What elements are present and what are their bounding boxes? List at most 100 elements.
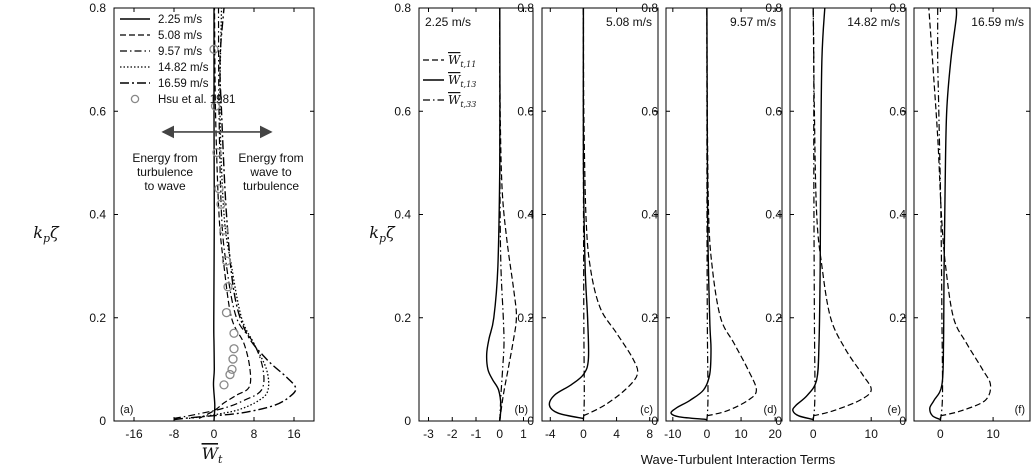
legend-label: 9.57 m/s <box>158 46 202 58</box>
y-tick-label: 0.2 <box>889 311 906 325</box>
data-point <box>212 147 222 158</box>
y-tick-label: 0 <box>899 414 906 428</box>
y-tick-label: 0.2 <box>517 311 534 325</box>
y-tick-label: 0.4 <box>394 208 411 222</box>
y-axis-label: kpζ <box>369 223 396 245</box>
plot-area <box>173 8 297 421</box>
y-tick-label: 0.4 <box>641 208 658 222</box>
x-tick-label: 8 <box>251 427 258 441</box>
x-tick-label: -8 <box>169 427 180 441</box>
data-point <box>219 380 229 390</box>
y-tick-label: 0.6 <box>89 104 106 118</box>
axes-box <box>418 7 534 422</box>
data-point <box>219 225 229 235</box>
data-point <box>229 328 239 338</box>
legend-label: 2.25 m/s <box>158 14 202 26</box>
series-line-1 <box>485 8 502 421</box>
legend-label: 14.82 m/s <box>158 62 209 74</box>
x-tick-label: -1 <box>471 427 482 441</box>
panel-a: -16 -8 0 8 16 0 0.2 0.4 0.6 0.8 (a) 2.25 m/s 5.08 m/… <box>33 1 315 466</box>
series-line-1 <box>670 8 712 421</box>
panel-title: 16.59 m/s <box>971 15 1024 29</box>
data-point <box>214 184 224 194</box>
x-tick-label: 16 <box>287 427 301 441</box>
axes-box <box>913 7 1031 422</box>
data-point <box>223 282 233 292</box>
x-tick-label: 0 <box>580 427 587 441</box>
y-tick-label: 0 <box>775 414 782 428</box>
x-tick-label: -16 <box>125 427 143 441</box>
series-line-1 <box>198 8 252 419</box>
y-tick-label: 0.2 <box>641 311 658 325</box>
series-line-1 <box>548 8 590 420</box>
y-tick-label: 0.4 <box>765 208 782 222</box>
annotation-left: turbulence <box>137 165 193 179</box>
legend-label: 16.59 m/s <box>158 78 209 90</box>
x-tick-label: 10 <box>734 427 748 441</box>
series-line-0 <box>499 8 518 421</box>
data-point <box>209 44 219 54</box>
series-line-0 <box>582 8 639 417</box>
series-line-0 <box>812 8 872 417</box>
x-tick-label: 20 <box>768 427 782 441</box>
legend: 2.25 m/s 5.08 m/s 9.57 m/s 14.82 m/s 16.59 m… <box>120 14 235 106</box>
panel-label: (c) <box>640 404 653 416</box>
y-tick-label: 0.8 <box>517 1 534 15</box>
y-tick-label: 0.8 <box>765 1 782 15</box>
x-axis-label: Wt <box>202 444 223 466</box>
series-line-0 <box>706 8 758 417</box>
legend-label: Wt,13 <box>448 73 476 89</box>
panel-title: 2.25 m/s <box>425 15 471 29</box>
panel-f: 0 10 0 0.2 0.4 0.6 0.8 (f) 16.59 m/s <box>889 1 1031 441</box>
y-tick-label: 0.8 <box>889 1 906 15</box>
annotation-left: Energy from <box>132 151 197 165</box>
y-tick-label: 0.8 <box>641 1 658 15</box>
x-tick-label: 0 <box>211 427 218 441</box>
x-tick-label: 10 <box>865 427 879 441</box>
panel-label: (d) <box>764 404 777 416</box>
panel-label: (f) <box>1015 404 1025 416</box>
plot-area <box>792 8 872 421</box>
legend-label: Wt,33 <box>448 93 476 109</box>
y-tick-label: 0.2 <box>89 311 106 325</box>
panel-title: 14.82 m/s <box>847 15 900 29</box>
x-tick-label: 0 <box>704 427 711 441</box>
y-tick-label: 0.4 <box>889 208 906 222</box>
y-tick-label: 0.6 <box>889 104 906 118</box>
annotation-left: to wave <box>144 179 186 193</box>
series-line-2 <box>812 8 816 421</box>
x-tick-label: 4 <box>613 427 620 441</box>
panel-label: (e) <box>888 404 901 416</box>
data-point <box>227 364 237 375</box>
y-tick-label: 0.2 <box>394 311 411 325</box>
plot-area <box>670 8 758 421</box>
x-tick-label: -10 <box>664 427 682 441</box>
panel-title: 5.08 m/s <box>606 15 652 29</box>
x-tick-label: 0 <box>810 427 817 441</box>
series-line-4 <box>173 8 297 421</box>
legend-marker <box>130 94 140 104</box>
y-tick-label: 0 <box>527 414 534 428</box>
y-tick-label: 0.4 <box>517 208 534 222</box>
plot-area <box>485 8 518 421</box>
y-tick-label: 0 <box>99 414 106 428</box>
y-tick-label: 0.8 <box>394 1 411 15</box>
data-point <box>229 344 239 354</box>
y-axis-label: kpζ <box>33 223 60 245</box>
panel-c: -4 0 4 800.20.40.60.8(c)5.08 m/s <box>517 1 659 441</box>
series-line-1 <box>792 8 826 421</box>
data-point <box>216 199 226 209</box>
data-point <box>221 307 232 318</box>
panel-b: -3 -2 -1 0 100.20.40.60.8(b)2.25 m/sWt,11Wt,… <box>369 1 534 441</box>
data-point <box>228 354 238 364</box>
y-tick-label: 0 <box>651 414 658 428</box>
series-line-0 <box>212 8 216 421</box>
data-point <box>221 256 232 266</box>
series-line-1 <box>929 8 958 421</box>
legend-label: 5.08 m/s <box>158 30 202 42</box>
y-tick-label: 0.6 <box>765 104 782 118</box>
plot-area <box>928 8 992 421</box>
x-tick-label: -3 <box>423 427 434 441</box>
y-tick-label: 0.4 <box>89 208 106 222</box>
y-tick-label: 0.6 <box>641 104 658 118</box>
